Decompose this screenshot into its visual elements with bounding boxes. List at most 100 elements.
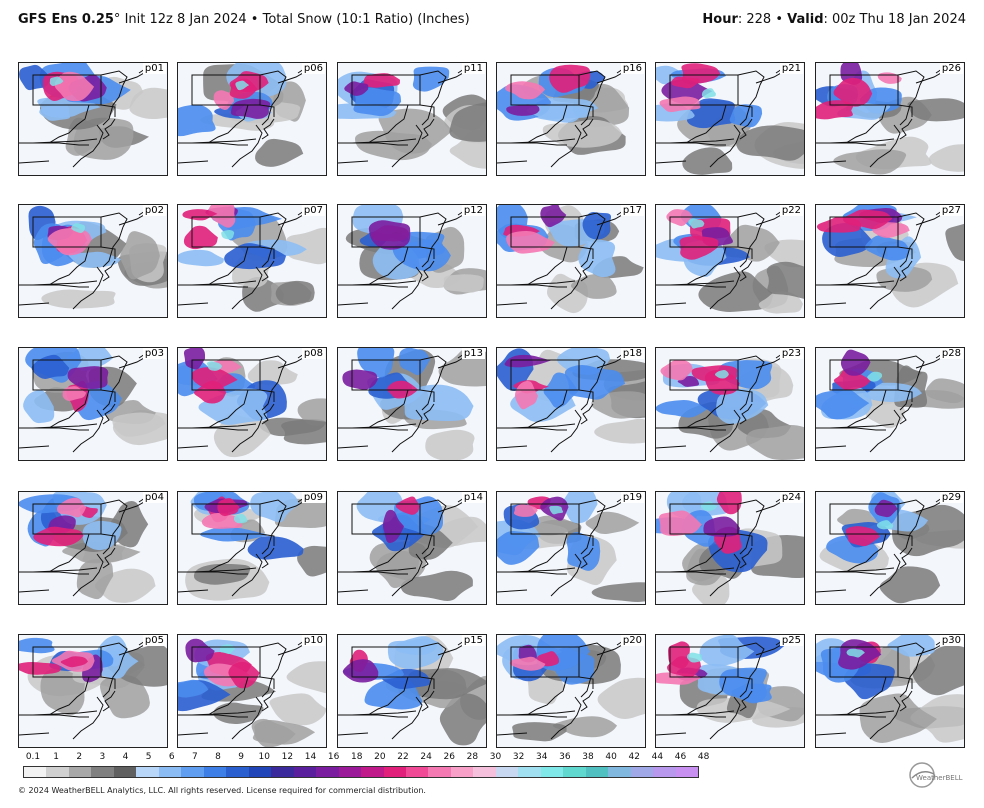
ensemble-member-panel-p14: p14	[337, 491, 487, 605]
colorbar-segment	[248, 767, 272, 777]
member-label: p25	[779, 635, 803, 646]
colorbar-tick-label: 2	[76, 752, 83, 762]
colorbar-tick-label: 14	[304, 752, 317, 762]
colorbar-tick-label: 12	[281, 752, 294, 762]
colorbar-segment	[68, 767, 92, 777]
colorbar-tick-label: 24	[420, 752, 432, 762]
ensemble-member-panel-p18: p18	[496, 347, 646, 461]
ensemble-member-panel-p11: p11	[337, 62, 487, 176]
valid-value: : 00z Thu 18 Jan 2024	[823, 12, 967, 27]
ensemble-member-panel-p19: p19	[496, 491, 646, 605]
snowfall-map	[656, 492, 804, 604]
ensemble-member-panel-p30: p30	[815, 634, 965, 748]
snowfall-map	[19, 635, 167, 747]
colorbar-tick-label: 42	[628, 752, 640, 762]
colorbar-tick-label: 16	[327, 752, 340, 762]
colorbar-segment	[495, 767, 519, 777]
colorbar-tick-label: 9	[238, 752, 244, 762]
colorbar-tick-label: 1	[53, 752, 59, 762]
member-label: p24	[779, 492, 803, 503]
ensemble-member-panel-p29: p29	[815, 491, 965, 605]
colorbar-segment	[338, 767, 362, 777]
colorbar-tick-label: 6	[168, 752, 175, 762]
colorbar-tick-label: 3	[99, 752, 106, 762]
snowfall-map	[338, 635, 486, 747]
member-label: p03	[142, 348, 166, 359]
ensemble-member-panel-p10: p10	[177, 634, 327, 748]
colorbar-tick-label: 32	[512, 752, 525, 762]
valid-time-header: Hour: 228 • Valid: 00z Thu 18 Jan 2024	[702, 12, 966, 27]
member-label: p19	[620, 492, 644, 503]
snowfall-map	[497, 63, 645, 175]
member-label: p02	[142, 205, 166, 216]
colorbar-tick-label: 5	[145, 752, 152, 762]
member-label: p12	[461, 205, 485, 216]
colorbar-segment	[675, 767, 699, 777]
snowfall-map	[497, 492, 645, 604]
snowfall-map	[338, 492, 486, 604]
snowfall-map	[19, 492, 167, 604]
colorbar-segment	[383, 767, 406, 777]
colorbar-tick-label: 48	[697, 752, 710, 762]
colorbar-tick-label: 22	[397, 752, 409, 762]
snowfall-map	[656, 205, 804, 317]
colorbar-segment	[450, 767, 474, 777]
colorbar-tick-label: 40	[605, 752, 617, 762]
snowfall-map	[178, 635, 326, 747]
snowfall-map	[178, 205, 326, 317]
member-label: p13	[461, 348, 485, 359]
snowfall-map	[497, 635, 645, 747]
colorbar-tick-label: 30	[489, 752, 502, 762]
member-label: p06	[301, 63, 325, 74]
copyright-notice: © 2024 WeatherBELL Analytics, LLC. All r…	[18, 786, 426, 795]
colorbar-tick-label: 7	[191, 752, 198, 762]
colorbar-segment	[405, 767, 429, 777]
ensemble-member-panel-p04: p04	[18, 491, 168, 605]
colorbar-tick-label: 10	[258, 752, 270, 762]
colorbar-ticks: 0.1 1 2 3 4 5 6 7 8 9 10 12 14 16 18 20 22 24 26 28 30 32 34 36…	[23, 752, 709, 764]
member-label: p23	[779, 348, 803, 359]
colorbar-segment	[608, 767, 631, 777]
colorbar-segment	[563, 767, 586, 777]
member-label: p08	[301, 348, 325, 359]
snowfall-map	[19, 348, 167, 460]
colorbar-tick-label: 46	[674, 752, 687, 762]
hour-value: : 228	[737, 12, 772, 27]
colorbar-tick-label: 18	[350, 752, 363, 762]
ensemble-panel-grid: p01 p06 p11	[18, 62, 965, 748]
weatherbell-logo: WeatherBELL	[909, 762, 963, 788]
ensemble-member-panel-p28: p28	[815, 347, 965, 461]
ensemble-member-panel-p26: p26	[815, 62, 965, 176]
colorbar-segment	[293, 767, 317, 777]
member-label: p09	[301, 492, 325, 503]
colorbar-segment	[271, 767, 294, 777]
colorbar-segment	[113, 767, 137, 777]
snowfall-map	[497, 205, 645, 317]
model-name: GFS Ens 0.25	[18, 12, 114, 27]
colorbar-segment	[181, 767, 204, 777]
snowfall-map	[178, 63, 326, 175]
ensemble-member-panel-p05: p05	[18, 634, 168, 748]
colorbar-segment	[226, 767, 249, 777]
snowfall-map	[497, 348, 645, 460]
colorbar-tick-label: 8	[215, 752, 221, 762]
colorbar-tick-label: 34	[535, 752, 548, 762]
member-label: p17	[620, 205, 644, 216]
logo-text: WeatherBELL	[916, 774, 963, 782]
colorbar-segment	[24, 767, 47, 777]
colorbar-segment	[428, 767, 451, 777]
member-label: p18	[620, 348, 644, 359]
ensemble-member-panel-p03: p03	[18, 347, 168, 461]
snowfall-map	[816, 492, 964, 604]
init-time: Init 12z 8 Jan 2024	[124, 12, 247, 27]
ensemble-member-panel-p25: p25	[655, 634, 805, 748]
ensemble-member-panel-p06: p06	[177, 62, 327, 176]
ensemble-member-panel-p24: p24	[655, 491, 805, 605]
member-label: p21	[779, 63, 803, 74]
snowfall-map	[178, 492, 326, 604]
ensemble-member-panel-p23: p23	[655, 347, 805, 461]
map-title: GFS Ens 0.25° Init 12z 8 Jan 2024 • Tota…	[18, 12, 470, 27]
ensemble-member-panel-p12: p12	[337, 204, 487, 318]
colorbar-tick-label: 0.1	[25, 752, 41, 762]
member-label: p26	[939, 63, 963, 74]
